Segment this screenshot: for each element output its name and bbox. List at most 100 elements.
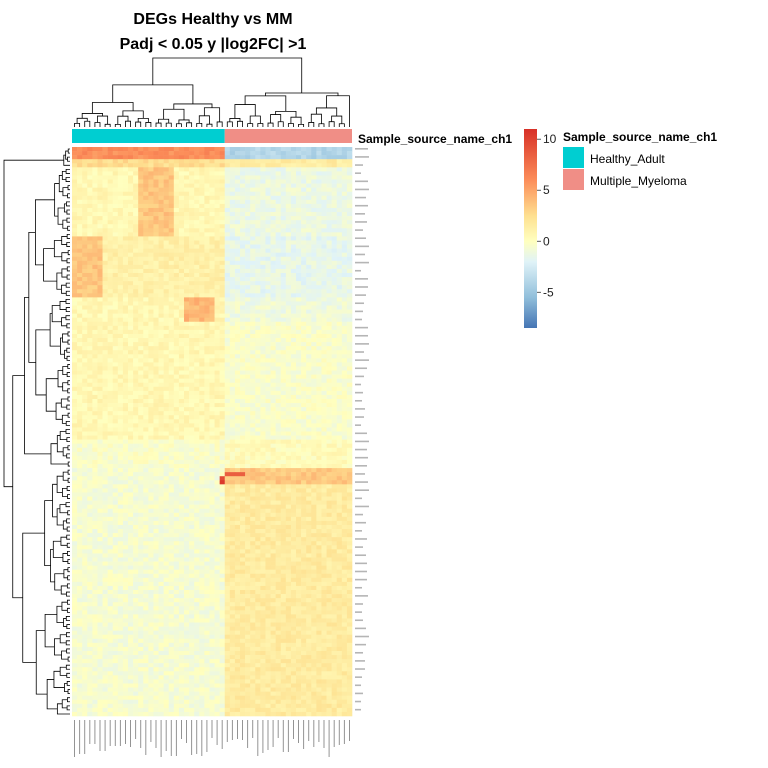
heatmap-cell	[301, 260, 307, 266]
heatmap-cell	[77, 244, 83, 249]
heatmap-cell	[240, 277, 246, 282]
heatmap-cell	[204, 378, 210, 384]
heatmap-cell	[148, 366, 154, 371]
heatmap-cell	[178, 374, 185, 379]
heatmap-cell	[265, 338, 271, 343]
heatmap-cell	[107, 167, 114, 172]
heatmap-cell	[153, 390, 159, 396]
heatmap-cell	[250, 386, 256, 392]
heatmap-cell	[275, 382, 282, 388]
heatmap-cell	[97, 220, 103, 225]
heatmap-cell	[280, 187, 287, 192]
heatmap-cell	[224, 232, 231, 237]
heatmap-cell	[346, 171, 353, 176]
heatmap-cell	[87, 447, 93, 453]
heatmap-cell	[194, 476, 200, 481]
heatmap-cell	[97, 439, 103, 444]
heatmap-cell	[229, 366, 236, 371]
heatmap-cell	[72, 159, 78, 164]
heatmap-cell	[112, 313, 119, 318]
heatmap-cell	[102, 427, 108, 432]
heatmap-cell	[326, 248, 332, 253]
heatmap-cell	[77, 443, 83, 449]
heatmap-cell	[275, 195, 282, 201]
heatmap-cell	[72, 191, 78, 197]
heatmap-cell	[306, 155, 312, 160]
heatmap-cell	[117, 419, 124, 424]
heatmap-cell	[163, 443, 170, 449]
heatmap-cell	[341, 431, 348, 436]
heatmap-cell	[346, 447, 353, 453]
heatmap-cell	[275, 281, 282, 286]
heatmap-cell	[92, 285, 98, 290]
heatmap-cell	[301, 386, 307, 392]
heatmap-cell	[306, 394, 312, 400]
heatmap-cell	[163, 207, 170, 213]
heatmap-cell	[128, 472, 134, 477]
heatmap-cell	[117, 281, 124, 286]
heatmap-cell	[72, 431, 78, 436]
heatmap-cell	[341, 443, 348, 449]
heatmap-cell	[285, 321, 292, 327]
heatmap-cell	[97, 199, 103, 205]
dendrogram-branch	[50, 548, 55, 583]
heatmap-cell	[173, 374, 180, 379]
heatmap-cell	[260, 203, 266, 209]
heatmap-cell	[92, 394, 98, 400]
heatmap-cell	[214, 403, 220, 408]
heatmap-cell	[311, 155, 317, 160]
heatmap-cell	[143, 171, 149, 176]
heatmap-cell	[214, 228, 220, 233]
heatmap-cell	[178, 382, 185, 388]
heatmap-cell	[326, 338, 332, 343]
heatmap-cell	[82, 264, 88, 270]
heatmap-cell	[168, 455, 175, 461]
dendrogram-branch	[67, 380, 70, 386]
heatmap-cell	[92, 244, 98, 249]
heatmap-cell	[168, 390, 175, 396]
heatmap-cell	[204, 147, 210, 152]
heatmap-cell	[199, 455, 205, 461]
heatmap-cell	[240, 439, 246, 444]
heatmap-cell	[158, 419, 164, 424]
heatmap-cell	[143, 329, 149, 335]
heatmap-cell	[209, 496, 215, 501]
heatmap-cell	[316, 382, 322, 388]
heatmap-cell	[158, 220, 164, 225]
heatmap-cell	[240, 464, 246, 469]
heatmap-cell	[250, 362, 256, 367]
heatmap-cell	[224, 325, 231, 331]
heatmap-cell	[219, 342, 226, 347]
heatmap-cell	[285, 419, 292, 424]
heatmap-cell	[153, 350, 159, 355]
heatmap-cell	[280, 163, 287, 168]
heatmap-cell	[296, 268, 302, 274]
heatmap-cell	[209, 386, 215, 392]
dendrogram-branch	[24, 296, 51, 455]
heatmap-cell	[331, 423, 338, 428]
heatmap-cell	[301, 240, 307, 245]
dendrogram-branch	[318, 123, 325, 127]
heatmap-cell	[199, 313, 205, 318]
heatmap-cell	[245, 468, 251, 473]
heatmap-cell	[128, 195, 134, 201]
column-dendrogram	[74, 57, 350, 127]
heatmap-cell	[117, 370, 124, 375]
heatmap-cell	[234, 268, 241, 274]
heatmap-cell	[341, 260, 348, 266]
heatmap-cell	[77, 163, 83, 168]
heatmap-cell	[178, 394, 185, 400]
dendrogram-branch	[198, 115, 210, 125]
heatmap-cell	[153, 293, 159, 298]
heatmap-cell	[138, 398, 144, 404]
heatmap-cell	[280, 289, 287, 294]
heatmap-cell	[97, 191, 103, 197]
heatmap-cell	[326, 431, 332, 436]
heatmap-cell	[87, 187, 93, 192]
heatmap-cell	[148, 358, 154, 363]
heatmap-cell	[270, 407, 276, 412]
heatmap-cell	[321, 390, 327, 396]
heatmap-cell	[341, 370, 348, 375]
heatmap-cell	[92, 305, 98, 310]
heatmap-cell	[296, 415, 302, 420]
